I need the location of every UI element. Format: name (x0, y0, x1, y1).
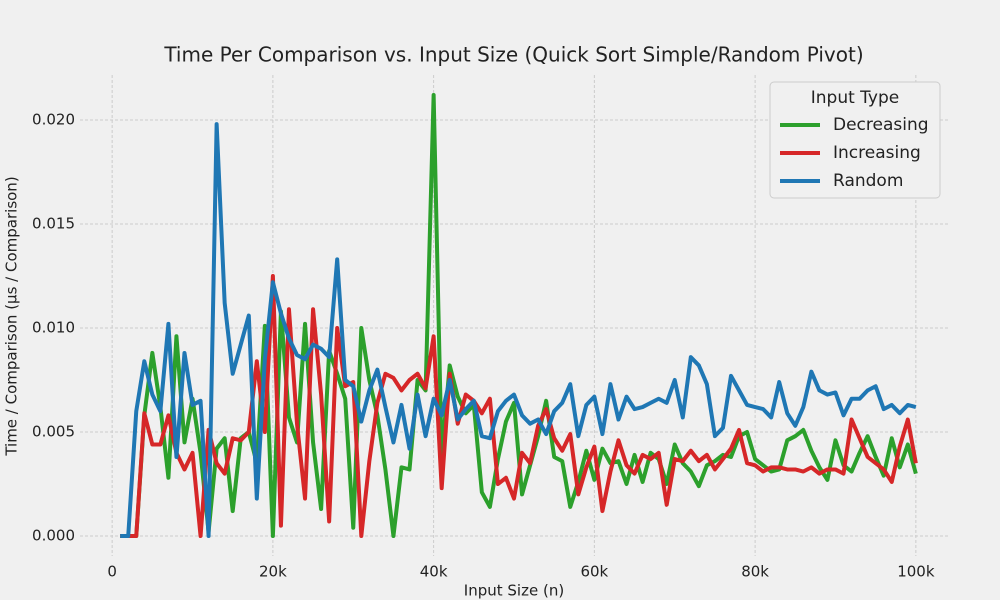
x-tick-label: 20k (259, 563, 287, 581)
x-tick-label: 80k (741, 563, 769, 581)
legend: Input Type Decreasing Increasing Random (769, 81, 941, 199)
y-tick-label: 0.015 (32, 214, 75, 232)
legend-label: Decreasing (833, 115, 929, 135)
legend-title: Input Type (811, 88, 899, 108)
x-tick-label: 100k (897, 563, 935, 581)
chart-title: Time Per Comparison vs. Input Size (Quic… (163, 43, 863, 67)
y-tick-label: 0.020 (32, 110, 75, 128)
x-tick-label: 0 (107, 563, 117, 581)
y-axis-label: Time / Comparison (μs / Comparison) (3, 176, 21, 456)
legend-label: Increasing (833, 143, 921, 163)
legend-box (769, 81, 941, 199)
x-axis-label: Input Size (n) (464, 582, 564, 600)
y-tick-label: 0.000 (32, 527, 75, 545)
series-line (120, 122, 917, 539)
legend-label: Random (833, 171, 903, 191)
x-tick-label: 40k (420, 563, 448, 581)
y-tick-label: 0.005 (32, 423, 75, 441)
lines (120, 92, 918, 539)
x-tick-label: 60k (580, 563, 608, 581)
y-tick-label: 0.010 (32, 318, 75, 336)
